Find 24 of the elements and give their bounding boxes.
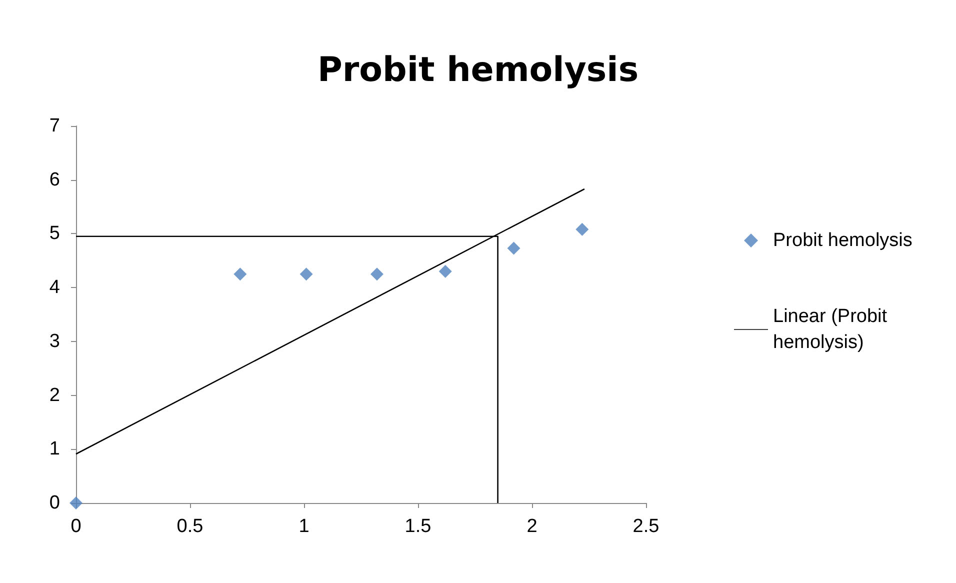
x-tick-label: 1.5 — [404, 516, 432, 537]
y-tick-label: 6 — [49, 169, 60, 190]
x-tick-label: 0 — [70, 516, 82, 537]
legend-label: Probit hemolysis — [773, 230, 912, 251]
y-tick-label: 4 — [49, 277, 60, 298]
y-tick-label: 0 — [49, 492, 60, 514]
x-tick-label: 2.5 — [632, 516, 660, 537]
legend-label: Linear (Probit hemolysis) — [773, 306, 892, 353]
y-tick-label: 7 — [49, 116, 60, 136]
y-tick-label: 5 — [49, 223, 60, 244]
x-tick-label: 2 — [526, 516, 538, 537]
y-tick-label: 3 — [49, 330, 60, 352]
point — [507, 242, 520, 255]
point — [438, 264, 452, 278]
x-tick-label: 1 — [298, 516, 310, 537]
x-tick-label: 0.5 — [176, 516, 204, 537]
y-tick-label: 2 — [49, 384, 60, 406]
chart-title: Probit hemolysis — [317, 50, 639, 90]
point — [300, 268, 313, 281]
point — [576, 222, 589, 236]
point — [70, 496, 82, 510]
point — [370, 268, 384, 281]
point — [234, 268, 247, 281]
y-tick-label: 1 — [49, 438, 60, 460]
